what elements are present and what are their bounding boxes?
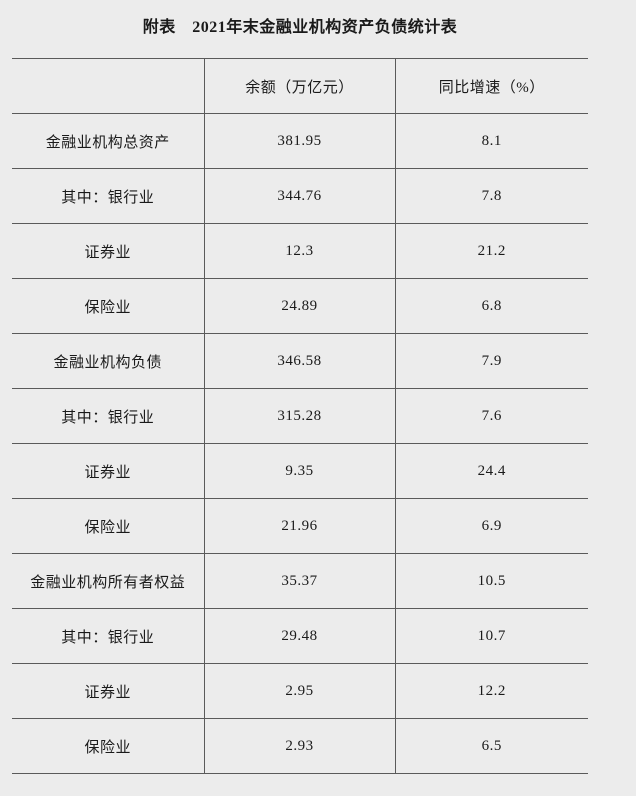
row-growth: 6.9 — [394, 498, 588, 554]
row-balance: 344.76 — [203, 168, 395, 224]
table-row: 保险业 24.89 6.8 — [12, 278, 588, 334]
row-growth: 21.2 — [394, 223, 588, 279]
row-growth: 8.1 — [394, 113, 588, 169]
page-title: 附表 2021年末金融业机构资产负债统计表 — [142, 19, 458, 36]
row-growth: 7.8 — [394, 168, 588, 224]
table-row: 其中：银行业 344.76 7.8 — [12, 168, 588, 224]
row-balance: 24.89 — [203, 278, 395, 334]
row-growth: 7.6 — [394, 388, 588, 444]
table-row: 金融业机构总资产 381.95 8.1 — [12, 113, 588, 169]
row-balance: 381.95 — [203, 113, 395, 169]
row-balance: 12.3 — [203, 223, 395, 279]
row-label: 证券业 — [84, 684, 131, 701]
row-balance: 35.37 — [203, 553, 395, 609]
row-label: 证券业 — [84, 464, 131, 481]
row-balance: 29.48 — [203, 608, 395, 664]
financial-statistics-table: 余额（万亿元） 同比增速（%） 金融业机构总资产 381.95 8.1 其中：银… — [12, 58, 588, 774]
table-row: 保险业 2.93 6.5 — [12, 718, 588, 774]
row-growth: 10.5 — [394, 553, 588, 609]
row-balance: 2.95 — [203, 663, 395, 719]
row-label: 证券业 — [84, 244, 131, 261]
row-label: 其中：银行业 — [61, 629, 155, 646]
row-balance: 315.28 — [203, 388, 395, 444]
row-growth: 12.2 — [394, 663, 588, 719]
row-label: 保险业 — [84, 739, 131, 756]
table-row: 证券业 2.95 12.2 — [12, 663, 588, 719]
row-balance: 346.58 — [203, 333, 395, 389]
header-cell-item — [12, 59, 204, 114]
row-growth: 10.7 — [394, 608, 588, 664]
header-row: 余额（万亿元） 同比增速（%） — [12, 58, 588, 114]
row-label: 保险业 — [84, 299, 131, 316]
table-row: 其中：银行业 315.28 7.6 — [12, 388, 588, 444]
header-cell-balance: 余额（万亿元） — [203, 58, 395, 114]
row-label: 保险业 — [84, 519, 131, 536]
row-growth: 6.8 — [394, 278, 588, 334]
table-row: 保险业 21.96 6.9 — [12, 498, 588, 554]
row-label: 金融业机构总资产 — [45, 134, 170, 151]
table-row: 证券业 9.35 24.4 — [12, 443, 588, 499]
table-row: 金融业机构负债 346.58 7.9 — [12, 333, 588, 389]
table-row: 其中：银行业 29.48 10.7 — [12, 608, 588, 664]
row-growth: 6.5 — [394, 718, 588, 774]
row-balance: 2.93 — [203, 718, 395, 774]
header-cell-growth: 同比增速（%） — [394, 58, 588, 114]
row-balance: 9.35 — [203, 443, 395, 499]
row-growth: 24.4 — [394, 443, 588, 499]
row-label: 金融业机构所有者权益 — [30, 574, 186, 591]
table-row: 证券业 12.3 21.2 — [12, 223, 588, 279]
row-label: 其中：银行业 — [61, 189, 155, 206]
row-label: 金融业机构负债 — [53, 354, 162, 371]
row-growth: 7.9 — [394, 333, 588, 389]
row-label: 其中：银行业 — [61, 409, 155, 426]
row-balance: 21.96 — [203, 498, 395, 554]
table-row: 金融业机构所有者权益 35.37 10.5 — [12, 553, 588, 609]
